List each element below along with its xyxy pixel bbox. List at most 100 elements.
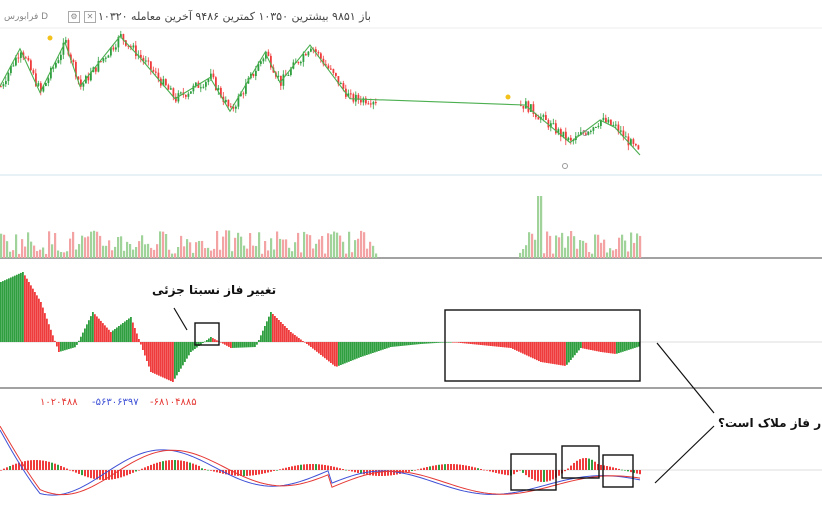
candle-body xyxy=(100,61,102,63)
histogram-bar xyxy=(520,342,522,353)
candle-body xyxy=(282,74,285,86)
last-label: آخرین معامله xyxy=(131,10,192,23)
volume-bar xyxy=(111,250,114,258)
macd-histogram-bar xyxy=(39,460,41,470)
hide-icon[interactable]: ✕ xyxy=(84,11,96,23)
histogram-bar xyxy=(4,280,6,342)
candle-body xyxy=(535,113,537,118)
histogram-bar xyxy=(8,278,10,342)
volume-bar xyxy=(306,234,309,258)
histogram-bar xyxy=(356,342,358,359)
histogram-bar xyxy=(136,333,138,342)
volume-bar xyxy=(525,245,528,258)
histogram-bar xyxy=(462,342,464,344)
histogram-bar xyxy=(128,318,130,342)
histogram-bar xyxy=(614,342,616,354)
volume-bar xyxy=(96,231,99,258)
histogram-bar xyxy=(40,302,42,342)
volume-bar xyxy=(72,231,75,258)
macd-histogram-bar xyxy=(99,470,101,480)
candle-body xyxy=(12,65,15,67)
volume-bar xyxy=(576,248,579,258)
volume-bar xyxy=(252,245,255,258)
volume-bar xyxy=(561,232,564,258)
histogram-bar xyxy=(426,342,428,344)
volume-bar xyxy=(315,243,318,258)
histogram-bar xyxy=(24,275,26,342)
volume-bar xyxy=(153,249,156,258)
volume-bar xyxy=(336,232,339,258)
candle-body xyxy=(632,139,635,144)
candle-body xyxy=(590,130,592,132)
histogram-bar xyxy=(214,339,216,342)
histogram-panel xyxy=(0,272,640,382)
macd-histogram-bar xyxy=(144,467,146,470)
histogram-bar xyxy=(336,342,338,367)
macd-histogram-bar xyxy=(6,467,8,470)
volume-bar xyxy=(594,234,597,258)
histogram-bar xyxy=(496,342,498,347)
histogram-bar xyxy=(326,342,328,360)
macd-histogram-bar xyxy=(213,470,215,472)
macd-histogram-bar xyxy=(141,468,143,470)
histogram-bar xyxy=(190,342,192,352)
histogram-bar xyxy=(86,324,88,342)
macd-histogram-bar xyxy=(42,460,44,470)
histogram-bar xyxy=(264,326,266,342)
macd-histogram-bar xyxy=(24,461,26,470)
macd-histogram-bar xyxy=(621,469,623,471)
candle-body xyxy=(45,82,47,86)
histogram-bar xyxy=(574,342,576,356)
macd-histogram-bar xyxy=(57,464,59,470)
histogram-bar xyxy=(414,342,416,345)
histogram-bar xyxy=(42,307,44,342)
pivot-marker xyxy=(582,130,588,136)
candle-body xyxy=(287,75,290,77)
histogram-bar xyxy=(394,342,396,347)
macd-histogram-bar xyxy=(477,468,479,470)
histogram-bar xyxy=(200,342,202,345)
macd-histogram-bar xyxy=(198,465,200,470)
histogram-bar xyxy=(352,342,354,361)
pivot-marker xyxy=(562,163,568,169)
volume-bar xyxy=(120,236,123,258)
macd-histogram-bar xyxy=(60,465,62,470)
macd-histogram-bar xyxy=(423,467,425,470)
candle-body xyxy=(615,124,617,126)
histogram-bar xyxy=(240,342,242,348)
candle-body xyxy=(350,93,352,95)
macd-histogram-bar xyxy=(639,470,641,475)
macd-histogram-bar xyxy=(165,460,167,470)
macd-histogram-bar xyxy=(105,470,107,480)
histogram-bar xyxy=(184,342,186,362)
macd-histogram-bar xyxy=(318,464,320,470)
candle-body xyxy=(210,73,212,80)
histogram-bar xyxy=(224,342,226,345)
histogram-bar xyxy=(432,342,434,344)
highlight-box-macd-1 xyxy=(510,453,557,491)
macd-histogram-bar xyxy=(81,470,83,476)
volume-bar xyxy=(612,250,615,258)
macd-histogram-bar xyxy=(537,470,539,482)
volume-bar xyxy=(555,235,558,258)
histogram-bar xyxy=(428,342,430,344)
histogram-bar xyxy=(242,342,244,348)
macd-histogram-bar xyxy=(84,470,86,477)
macd-histogram-bar xyxy=(192,463,194,470)
volume-panel xyxy=(0,196,642,258)
volume-bar xyxy=(135,246,138,258)
histogram-bar xyxy=(108,329,110,342)
volume-bar xyxy=(639,235,642,258)
histogram-bar xyxy=(158,342,160,376)
histogram-bar xyxy=(148,342,150,367)
macd-histogram-bar xyxy=(87,470,89,478)
histogram-bar xyxy=(0,282,2,342)
histogram-bar xyxy=(534,342,536,360)
macd-histogram-bar xyxy=(528,470,530,478)
histogram-bar xyxy=(228,342,230,347)
histogram-bar xyxy=(504,342,506,348)
histogram-bar xyxy=(48,324,50,342)
macd-histogram-bar xyxy=(117,470,119,479)
settings-icon[interactable]: ⚙ xyxy=(68,11,80,23)
macd-histogram-bar xyxy=(114,470,116,479)
